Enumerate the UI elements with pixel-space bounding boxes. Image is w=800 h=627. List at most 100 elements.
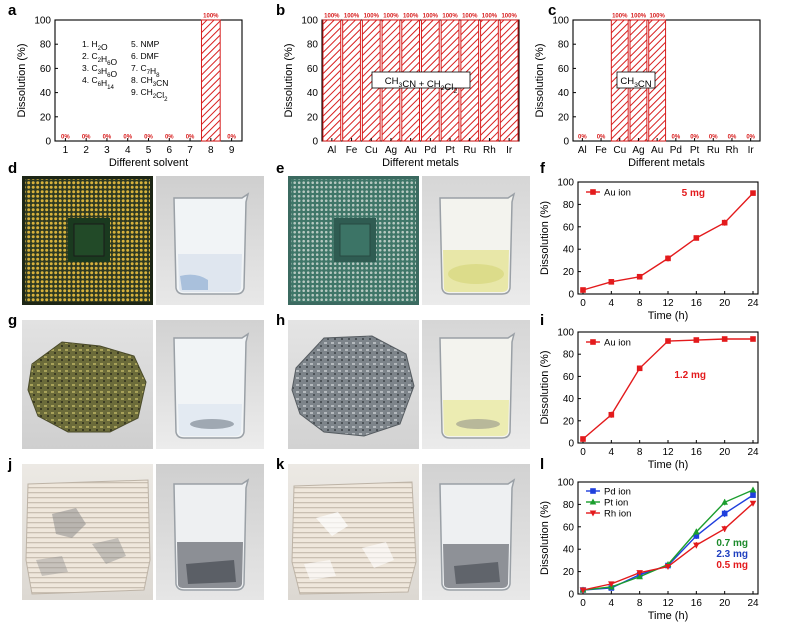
legend-label: Pd ion xyxy=(604,487,631,498)
data-label: 0% xyxy=(578,135,587,141)
panel-label-b: b xyxy=(276,2,286,19)
data-label: 0% xyxy=(165,135,174,141)
data-label: 0% xyxy=(103,135,112,141)
x-tick-label: 20 xyxy=(719,447,731,458)
chart-b-axes: 0 20 40 60 80 100 Dissolution (%) Different met… xyxy=(283,14,520,169)
data-point xyxy=(750,492,756,498)
y-tick-label: 0 xyxy=(563,137,569,148)
ore-rock-photo xyxy=(22,320,153,449)
y-axis-label: Dissolution (%) xyxy=(16,44,28,118)
y-tick-label: 20 xyxy=(558,112,570,123)
panel-label-c: c xyxy=(548,2,557,19)
x-tick-label: 6 xyxy=(166,145,172,156)
x-tick-label: 12 xyxy=(662,298,674,309)
x-tick-label: Pt xyxy=(690,145,700,156)
x-tick-label: Ru xyxy=(707,145,720,156)
y-tick-label: 20 xyxy=(563,416,575,427)
legend-entry: 2. C2H6O xyxy=(82,51,118,67)
y-tick-label: 40 xyxy=(563,545,575,556)
y-axis-label: Dissolution (%) xyxy=(534,44,546,118)
y-tick-label: 100 xyxy=(557,328,574,339)
panel-label-j: j xyxy=(8,456,13,473)
x-tick-label: 4 xyxy=(609,598,615,609)
x-tick-label: 4 xyxy=(609,298,615,309)
x-tick-label: 0 xyxy=(580,298,586,309)
x-tick-label: 24 xyxy=(747,447,759,458)
data-label: 0% xyxy=(123,135,132,141)
y-tick-label: 60 xyxy=(307,64,319,75)
x-axis-label: Different solvent xyxy=(109,157,188,169)
x-tick-label: 1 xyxy=(63,145,69,156)
cpu-chip-dissolved-photo xyxy=(288,176,419,305)
data-label: 0% xyxy=(186,135,195,141)
chart-a-axes: 0 20 40 60 80 100 Dissolution (%) Different sol… xyxy=(16,14,243,169)
y-tick-label: 20 xyxy=(40,112,52,123)
panel-label-a: a xyxy=(8,2,17,19)
x-tick-label: 16 xyxy=(691,447,703,458)
data-point xyxy=(589,498,597,505)
data-point xyxy=(590,488,596,494)
data-label: 0% xyxy=(61,135,70,141)
y-tick-label: 40 xyxy=(307,88,319,99)
mass-label: 2.3 mg xyxy=(716,549,748,560)
x-tick-label: 8 xyxy=(637,447,643,458)
series-line xyxy=(582,192,754,291)
legend-label: Au ion xyxy=(604,338,631,349)
data-label: 0% xyxy=(672,135,681,141)
annotation: CH3CN xyxy=(620,76,651,90)
annotation-box xyxy=(371,71,471,89)
x-tick-label: Ru xyxy=(463,145,476,156)
x-tick-label: Au xyxy=(651,145,663,156)
legend-entry: 4. C6H14 xyxy=(82,75,115,91)
data-label: 100% xyxy=(344,14,360,20)
data-point xyxy=(693,533,700,539)
x-tick-label: Au xyxy=(405,145,417,156)
y-tick-label: 20 xyxy=(563,567,575,578)
data-point xyxy=(590,189,596,195)
data-point xyxy=(665,338,671,344)
data-point xyxy=(664,564,672,571)
plot-frame xyxy=(321,19,520,142)
beaker-grey-photo xyxy=(156,464,264,600)
data-label: 0% xyxy=(690,135,699,141)
x-tick-label: 8 xyxy=(208,145,214,156)
x-tick-label: 24 xyxy=(747,598,759,609)
plot-frame xyxy=(577,181,759,295)
y-tick-label: 80 xyxy=(40,40,52,51)
data-label: 100% xyxy=(203,14,219,20)
y-tick-label: 60 xyxy=(558,64,570,75)
data-point xyxy=(721,336,728,342)
data-point xyxy=(693,337,700,343)
legend-label: Rh ion xyxy=(604,509,631,520)
data-label: 100% xyxy=(462,14,478,20)
data-label: 0% xyxy=(227,135,236,141)
data-point xyxy=(749,486,757,493)
bar xyxy=(499,19,519,142)
y-axis-label: Dissolution (%) xyxy=(539,351,551,425)
data-label: 0% xyxy=(82,135,91,141)
data-point xyxy=(589,510,597,517)
y-tick-label: 60 xyxy=(563,522,575,533)
y-axis-label: Dissolution (%) xyxy=(539,201,551,275)
cpu-chip-photo xyxy=(22,176,153,305)
x-tick-label: 16 xyxy=(691,298,703,309)
x-tick-label: Al xyxy=(578,145,587,156)
x-tick-label: Pd xyxy=(670,145,682,156)
x-tick-label: Pd xyxy=(424,145,436,156)
x-tick-label: 24 xyxy=(747,298,759,309)
x-tick-label: Pt xyxy=(445,145,455,156)
x-tick-label: Rh xyxy=(726,145,739,156)
data-label: 100% xyxy=(649,14,665,20)
data-point xyxy=(580,287,586,293)
data-point xyxy=(721,510,728,517)
x-tick-label: 16 xyxy=(691,598,703,609)
y-tick-label: 60 xyxy=(563,222,575,233)
x-tick-label: Al xyxy=(327,145,336,156)
beaker-clear-photo xyxy=(156,176,264,305)
x-tick-label: 9 xyxy=(229,145,235,156)
y-axis-label: Dissolution (%) xyxy=(283,44,295,118)
x-tick-label: 0 xyxy=(580,447,586,458)
x-tick-label: 20 xyxy=(719,298,731,309)
x-tick-label: 12 xyxy=(662,598,674,609)
